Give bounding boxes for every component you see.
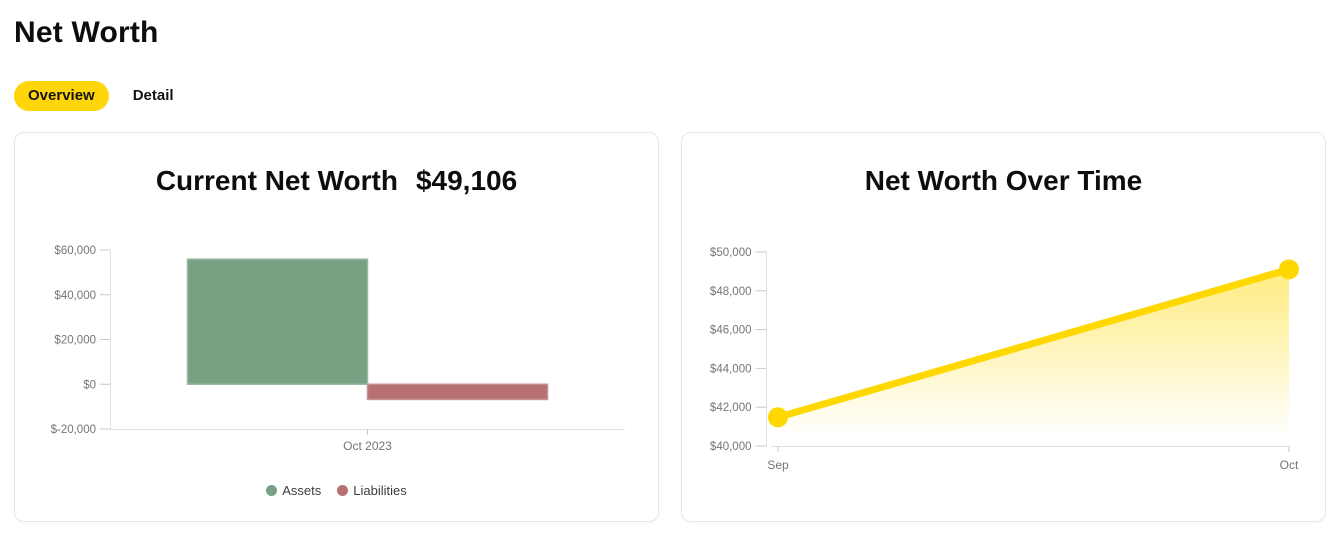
svg-text:Oct 2023: Oct 2023 — [343, 439, 392, 453]
net-worth-area — [778, 269, 1289, 446]
liabilities-legend-dot-icon — [337, 485, 349, 496]
bar-chart-legend: Assets Liabilities — [266, 483, 407, 498]
legend-label: Liabilities — [353, 483, 407, 498]
svg-text:$46,000: $46,000 — [710, 325, 752, 337]
assets-liabilities-bar-chart: $60,000 $40,000 $20,000 $0 $-20,000 Oct 2023 — [51, 245, 625, 453]
data-point-sep — [768, 407, 788, 428]
net-worth-over-time-label: Net Worth Over Time — [864, 165, 1143, 196]
net-worth-over-time-title: Net Worth Over Time — [865, 163, 1142, 199]
svg-text:Sep: Sep — [767, 458, 789, 472]
page-title: Net Worth — [14, 16, 159, 49]
svg-text:Oct: Oct — [1280, 458, 1299, 472]
current-net-worth-title: Current Net Worth $49,106 — [156, 163, 517, 199]
legend-label: Assets — [282, 483, 322, 498]
current-net-worth-value: $49,106 — [415, 165, 518, 196]
net-worth-line-chart: $50,000 $48,000 $46,000 $44,000 $42,000 $40,0… — [710, 247, 1299, 472]
net-worth-line — [774, 265, 1293, 421]
svg-text:$20,000: $20,000 — [54, 335, 96, 347]
svg-text:$44,000: $44,000 — [710, 363, 752, 375]
tab-bar: Overview Detail — [14, 80, 1330, 112]
cards-row: Current Net Worth $49,106 $60,000 $40,000… — [14, 132, 1330, 522]
svg-text:$-20,000: $-20,000 — [51, 424, 96, 436]
current-net-worth-label: Current Net Worth — [155, 165, 398, 196]
net-worth-page: Net Worth Overview Detail Current Net Wo… — [14, 16, 1330, 522]
svg-text:$40,000: $40,000 — [710, 441, 752, 453]
svg-text:$48,000: $48,000 — [710, 286, 752, 298]
svg-text:$0: $0 — [83, 379, 96, 391]
legend-item-assets[interactable]: Assets — [266, 483, 321, 498]
assets-legend-dot-icon — [266, 485, 278, 496]
data-point-oct — [1279, 259, 1299, 280]
bar-assets — [186, 258, 369, 385]
svg-text:$40,000: $40,000 — [54, 290, 96, 302]
net-worth-over-time-card: Net Worth Over Time $50,000 $48,000 $46,00… — [681, 132, 1326, 522]
bar-liabilities — [366, 383, 549, 401]
svg-text:$50,000: $50,000 — [710, 247, 752, 259]
svg-text:$60,000: $60,000 — [54, 245, 96, 257]
legend-item-liabilities[interactable]: Liabilities — [337, 483, 407, 498]
svg-text:$42,000: $42,000 — [710, 402, 752, 414]
current-net-worth-card: Current Net Worth $49,106 $60,000 $40,000… — [14, 132, 659, 522]
tab-overview[interactable]: Overview — [14, 81, 109, 111]
tab-detail[interactable]: Detail — [119, 81, 188, 111]
